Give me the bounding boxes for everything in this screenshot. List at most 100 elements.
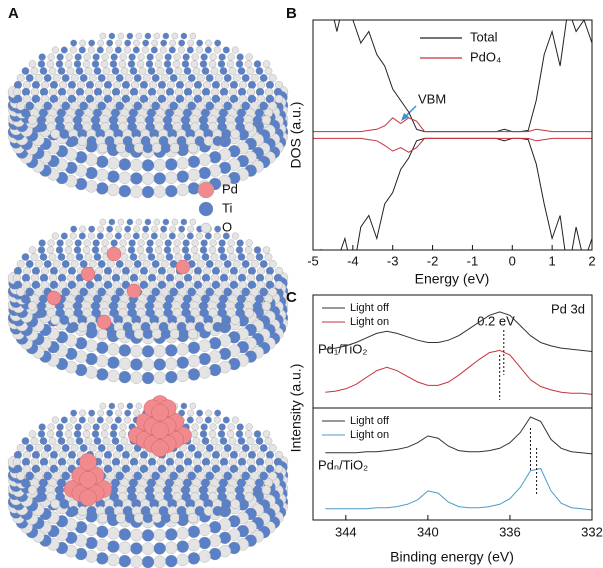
atom bbox=[16, 101, 26, 111]
atom bbox=[27, 115, 38, 125]
atom bbox=[60, 232, 68, 240]
atom bbox=[85, 153, 98, 166]
atom bbox=[124, 409, 132, 417]
atom bbox=[203, 136, 214, 146]
atom bbox=[253, 246, 262, 254]
atom bbox=[227, 423, 235, 431]
xps-line bbox=[325, 349, 592, 395]
atom bbox=[101, 423, 109, 431]
atom bbox=[61, 287, 71, 297]
atom bbox=[219, 437, 228, 445]
atom bbox=[88, 409, 96, 417]
atom bbox=[76, 80, 85, 90]
atom bbox=[92, 239, 100, 247]
atom bbox=[244, 492, 254, 502]
atom bbox=[208, 151, 222, 164]
atom bbox=[138, 253, 147, 261]
atom bbox=[48, 87, 58, 97]
atom bbox=[49, 266, 58, 276]
atom bbox=[39, 273, 49, 283]
atom bbox=[50, 315, 61, 325]
atom bbox=[226, 430, 235, 438]
atom bbox=[40, 266, 49, 276]
atom bbox=[82, 246, 91, 254]
atom bbox=[209, 239, 217, 247]
atom bbox=[115, 328, 126, 340]
atom bbox=[121, 266, 130, 276]
atom bbox=[111, 87, 121, 97]
atom bbox=[96, 341, 109, 354]
atom bbox=[199, 246, 208, 254]
atom bbox=[66, 457, 76, 467]
atom bbox=[176, 369, 189, 383]
atom bbox=[132, 232, 140, 240]
atom bbox=[159, 232, 167, 240]
atom bbox=[133, 225, 141, 233]
atom bbox=[118, 430, 127, 438]
atom bbox=[57, 437, 66, 445]
atom bbox=[85, 366, 98, 379]
atom bbox=[106, 39, 114, 47]
atom bbox=[236, 239, 244, 247]
atom bbox=[145, 60, 154, 68]
atom bbox=[117, 32, 125, 40]
atom bbox=[75, 437, 84, 445]
atom bbox=[107, 157, 120, 170]
atom bbox=[187, 328, 198, 340]
atom bbox=[165, 344, 178, 357]
atom bbox=[238, 80, 247, 90]
atom bbox=[211, 450, 220, 460]
atom bbox=[138, 457, 148, 467]
atom bbox=[136, 60, 145, 68]
atom bbox=[168, 46, 176, 54]
atom bbox=[244, 246, 253, 254]
atom bbox=[30, 87, 40, 97]
atom bbox=[75, 67, 84, 75]
atom bbox=[37, 122, 47, 132]
pd-atom bbox=[151, 403, 169, 422]
atom bbox=[135, 32, 143, 40]
atom bbox=[96, 552, 109, 565]
atom bbox=[21, 457, 31, 467]
atom bbox=[107, 170, 120, 183]
atom bbox=[142, 74, 151, 82]
atom bbox=[187, 39, 195, 47]
atom bbox=[142, 101, 152, 111]
atom bbox=[245, 423, 253, 431]
atom bbox=[97, 328, 108, 340]
atom bbox=[115, 471, 125, 481]
atom bbox=[57, 87, 67, 97]
atom bbox=[165, 528, 178, 541]
atom bbox=[40, 80, 49, 90]
atom bbox=[100, 60, 109, 68]
atom bbox=[129, 253, 138, 261]
atom bbox=[148, 80, 157, 90]
atom bbox=[48, 273, 58, 283]
atom bbox=[130, 528, 143, 542]
atom bbox=[27, 485, 38, 495]
atom bbox=[138, 87, 148, 97]
atom bbox=[55, 430, 64, 438]
x-tick-label: 336 bbox=[499, 524, 521, 539]
atom bbox=[22, 80, 31, 90]
atom bbox=[102, 457, 112, 467]
atom bbox=[219, 87, 229, 97]
atom bbox=[55, 60, 64, 68]
atom bbox=[94, 450, 103, 460]
atom bbox=[175, 450, 184, 460]
atom bbox=[101, 53, 109, 61]
atom bbox=[37, 430, 46, 438]
atom bbox=[109, 60, 118, 68]
atom bbox=[96, 416, 104, 424]
atom bbox=[220, 266, 229, 276]
atom bbox=[157, 266, 166, 276]
atom bbox=[37, 246, 46, 254]
atom bbox=[214, 74, 223, 82]
atom bbox=[37, 492, 47, 502]
atom bbox=[192, 437, 201, 445]
atom bbox=[268, 287, 278, 297]
atom bbox=[169, 225, 177, 233]
atom bbox=[165, 554, 178, 568]
atom bbox=[75, 87, 85, 97]
xps-line bbox=[325, 467, 592, 511]
